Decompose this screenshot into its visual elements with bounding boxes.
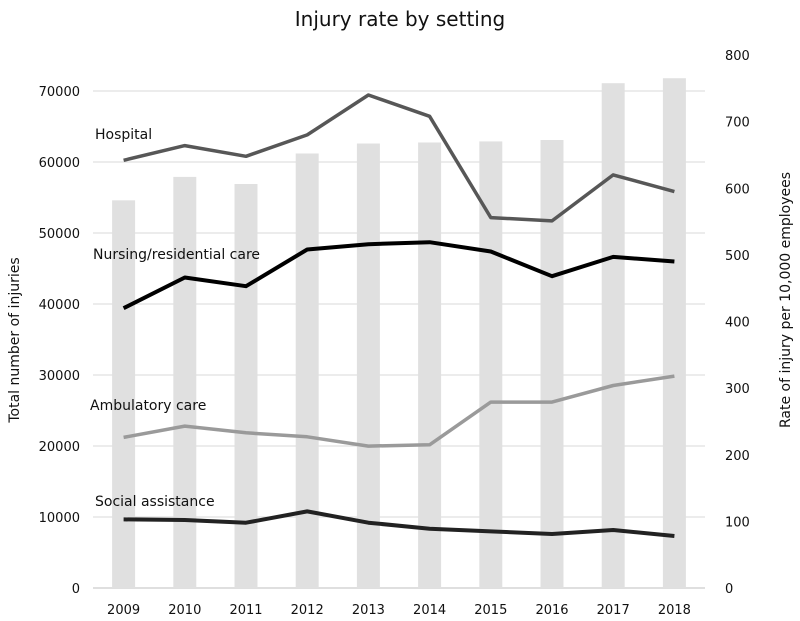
series-label: Ambulatory care	[90, 398, 206, 414]
y-left-tick-label: 0	[72, 582, 80, 597]
y-right-tick-label: 600	[725, 182, 750, 197]
y-right-tick-label: 700	[725, 116, 750, 131]
y-left-tick-label: 70000	[39, 85, 80, 100]
y-right-tick-label: 500	[725, 249, 750, 264]
y-right-tick-label: 800	[725, 49, 750, 64]
series-label: Social assistance	[95, 494, 215, 510]
bar	[541, 140, 564, 588]
x-tick-label: 2011	[229, 603, 262, 617]
series-label: Nursing/residential care	[93, 247, 260, 263]
y-left-tick-label: 20000	[39, 440, 80, 455]
bar	[296, 153, 319, 588]
series-line	[124, 95, 675, 221]
chart-title: Injury rate by setting	[295, 7, 505, 31]
x-tick-label: 2014	[413, 603, 446, 617]
y-right-tick-label: 100	[725, 515, 750, 530]
series-line	[124, 511, 675, 536]
y-right-tick-label: 200	[725, 449, 750, 464]
x-tick-label: 2017	[597, 603, 630, 617]
x-tick-label: 2010	[168, 603, 201, 617]
y-left-tick-label: 30000	[39, 369, 80, 384]
bar	[418, 142, 441, 588]
x-tick-label: 2013	[352, 603, 385, 617]
x-tick-label: 2016	[535, 603, 568, 617]
series-label: Hospital	[95, 127, 152, 143]
x-tick-label: 2012	[291, 603, 324, 617]
bar	[602, 83, 625, 588]
y-left-tick-label: 10000	[39, 511, 80, 526]
y-right-tick-label: 400	[725, 316, 750, 331]
x-tick-label: 2018	[658, 603, 691, 617]
x-tick-label: 2015	[474, 603, 507, 617]
bar	[479, 141, 502, 588]
y-left-tick-label: 50000	[39, 227, 80, 242]
bar	[663, 78, 686, 588]
y-right-tick-label: 0	[725, 582, 733, 597]
y-left-tick-label: 60000	[39, 156, 80, 171]
y-axis-left-label: Total number of injuries	[7, 257, 23, 423]
bar	[173, 177, 196, 588]
y-left-tick-label: 40000	[39, 298, 80, 313]
y-axis-right-label: Rate of injury per 10,000 employees	[778, 172, 794, 428]
y-right-tick-label: 300	[725, 382, 750, 397]
bar	[235, 184, 258, 588]
x-tick-label: 2009	[107, 603, 140, 617]
